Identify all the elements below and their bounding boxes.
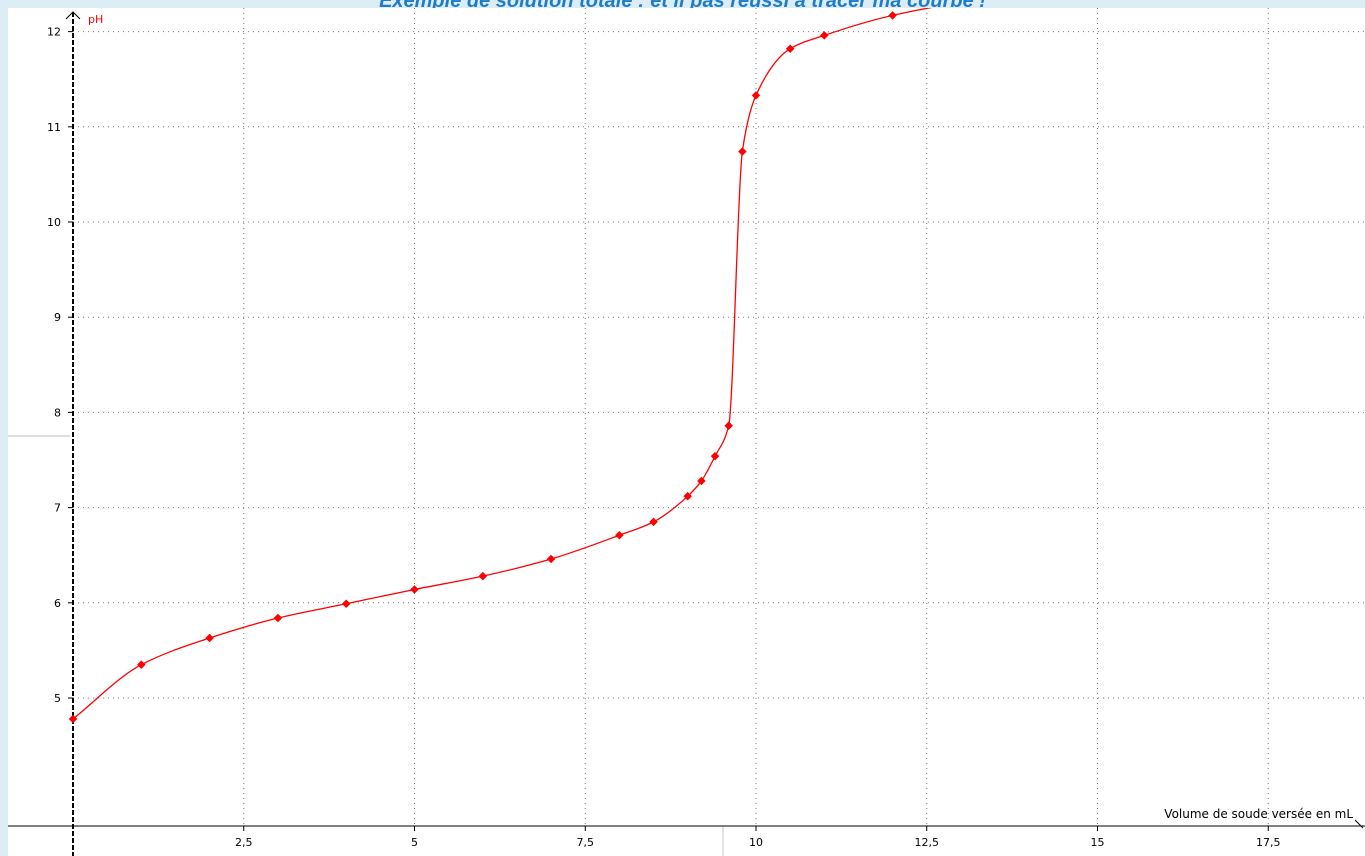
data-point bbox=[737, 147, 747, 156]
data-point bbox=[205, 633, 214, 643]
x-axis-label: Volume de soude versée en mL bbox=[1164, 807, 1353, 821]
y-tick-label: 7 bbox=[54, 502, 61, 515]
data-point bbox=[888, 11, 897, 20]
y-tick-label: 12 bbox=[47, 26, 61, 39]
series-layer bbox=[68, 8, 933, 724]
x-tick-label: 5 bbox=[411, 836, 418, 849]
data-point bbox=[710, 451, 720, 461]
titration-chart: 2,5 5 7,5 10 12,5 15 17,5 5 6 7 8 9 10 11 12 pH Volume… bbox=[8, 8, 1365, 856]
data-point bbox=[697, 476, 706, 486]
x-tick-label: 15 bbox=[1091, 836, 1105, 849]
data-point bbox=[819, 31, 829, 40]
data-point bbox=[546, 554, 556, 564]
data-point bbox=[649, 517, 658, 527]
y-axis-arrow bbox=[65, 11, 81, 20]
x-tick-label: 7,5 bbox=[577, 836, 595, 849]
axes-layer bbox=[8, 11, 1365, 856]
x-tick-label: 12,5 bbox=[915, 836, 940, 849]
y-tick-label: 11 bbox=[47, 121, 61, 134]
x-tick-label: 17,5 bbox=[1256, 836, 1281, 849]
y-tick-label: 8 bbox=[54, 406, 61, 419]
data-point bbox=[751, 91, 761, 100]
ticks-layer: 2,5 5 7,5 10 12,5 15 17,5 5 6 7 8 9 10 11 12 bbox=[47, 26, 1281, 849]
grid-layer bbox=[73, 8, 1365, 826]
data-point bbox=[478, 571, 488, 581]
y-tick-label: 10 bbox=[47, 216, 61, 229]
x-tick-label: 2,5 bbox=[235, 836, 253, 849]
x-axis-arrow bbox=[1354, 819, 1364, 829]
data-point bbox=[724, 421, 734, 431]
data-point bbox=[683, 491, 693, 501]
x-tick-label: 10 bbox=[749, 836, 763, 849]
data-point bbox=[410, 585, 419, 594]
data-point bbox=[341, 599, 351, 609]
y-axis-label: pH bbox=[88, 13, 103, 26]
y-tick-label: 6 bbox=[54, 597, 61, 610]
data-point bbox=[785, 44, 795, 54]
data-point bbox=[136, 660, 146, 670]
data-point bbox=[68, 714, 78, 724]
data-point bbox=[273, 613, 283, 623]
data-point bbox=[615, 530, 624, 540]
y-tick-label: 5 bbox=[54, 692, 61, 705]
plot-area: 2,5 5 7,5 10 12,5 15 17,5 5 6 7 8 9 10 11 12 pH Volume… bbox=[8, 8, 1365, 856]
series-line bbox=[72, 8, 933, 720]
y-tick-label: 9 bbox=[54, 311, 61, 324]
